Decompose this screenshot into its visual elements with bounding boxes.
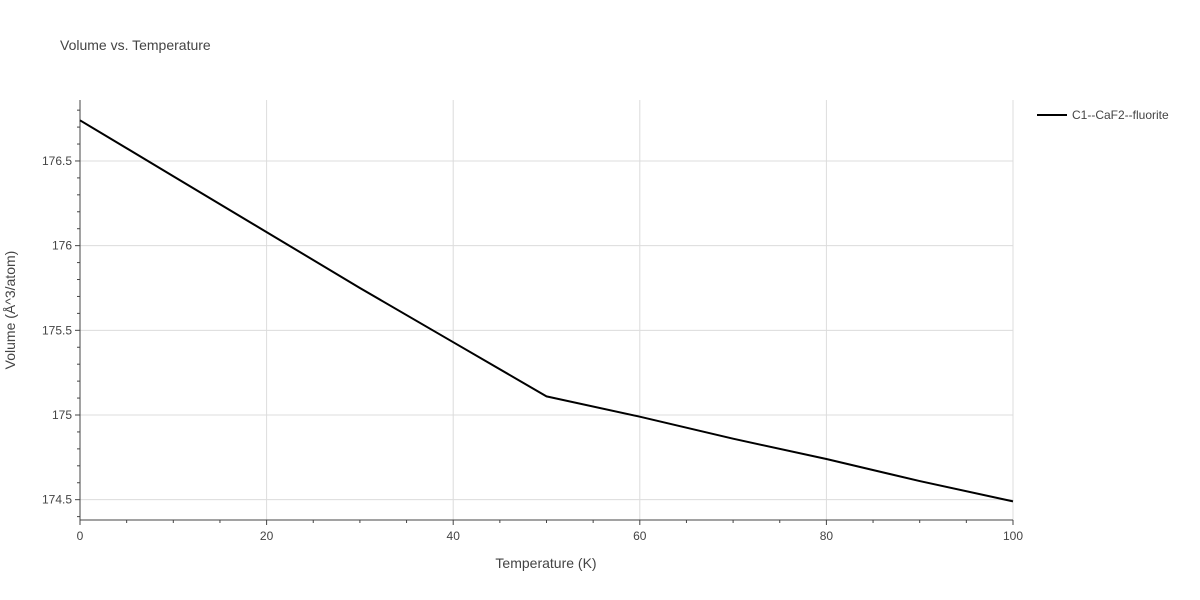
legend-label[interactable]: C1--CaF2--fluorite xyxy=(1072,108,1169,122)
y-tick-labels: 174.5 175 175.5 176 176.5 xyxy=(42,154,72,507)
legend[interactable]: C1--CaF2--fluorite xyxy=(1037,108,1169,122)
x-tick-label: 60 xyxy=(633,529,647,543)
series-line xyxy=(79,119,1014,503)
x-axis-title: Temperature (K) xyxy=(495,555,596,571)
x-tick-label: 80 xyxy=(820,529,834,543)
x-tick-label: 40 xyxy=(447,529,461,543)
y-gridlines xyxy=(80,160,1013,501)
y-tick-label: 175.5 xyxy=(42,323,72,337)
series-layer xyxy=(79,119,1014,503)
y-tick-label: 176 xyxy=(52,239,72,253)
y-axis-title: Volume (Å^3/atom) xyxy=(2,251,18,370)
x-tick-label: 0 xyxy=(77,529,84,543)
axes xyxy=(75,100,1014,525)
chart-title: Volume vs. Temperature xyxy=(60,37,211,53)
x-tick-label: 100 xyxy=(1003,529,1023,543)
x-gridlines xyxy=(266,100,1014,520)
x-tick-labels: 0 20 40 60 80 100 xyxy=(77,529,1024,543)
y-tick-label: 176.5 xyxy=(42,154,72,168)
y-tick-label: 174.5 xyxy=(42,493,72,507)
y-tick-label: 175 xyxy=(52,408,72,422)
x-tick-label: 20 xyxy=(260,529,274,543)
